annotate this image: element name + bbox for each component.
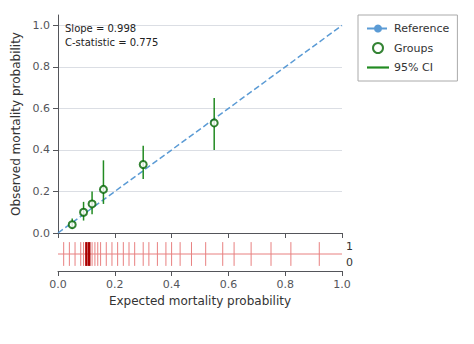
svg-text:0.4: 0.4 [163,278,181,291]
svg-text:0.2: 0.2 [33,185,51,198]
svg-text:0.8: 0.8 [33,60,51,73]
svg-text:0.6: 0.6 [33,102,51,115]
svg-text:C-statistic = 0.775: C-statistic = 0.775 [65,37,158,48]
svg-text:Observed mortality probability: Observed mortality probability [9,32,23,216]
svg-text:1.0: 1.0 [333,278,351,291]
svg-text:0: 0 [346,256,353,269]
svg-text:0.0: 0.0 [33,227,51,240]
svg-text:Expected mortality probability: Expected mortality probability [109,294,291,308]
svg-text:0.8: 0.8 [276,278,294,291]
svg-text:95% CI: 95% CI [394,61,433,74]
svg-text:0.0: 0.0 [49,278,67,291]
svg-text:1.0: 1.0 [33,19,51,32]
svg-text:1: 1 [346,240,353,253]
svg-text:0.2: 0.2 [106,278,124,291]
svg-text:0.4: 0.4 [33,143,51,156]
svg-text:Groups: Groups [394,42,433,55]
svg-text:Reference: Reference [394,22,450,35]
svg-text:0.6: 0.6 [220,278,238,291]
svg-text:Slope = 0.998: Slope = 0.998 [65,23,136,34]
